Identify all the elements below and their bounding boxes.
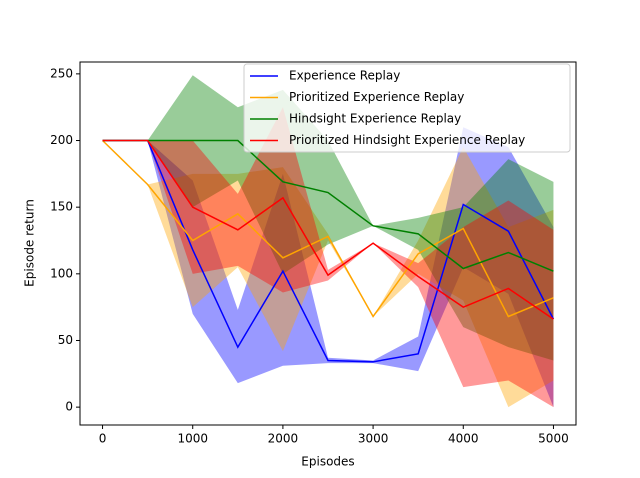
y-tick-label: 100 — [50, 266, 73, 280]
x-tick-label: 1000 — [177, 432, 208, 446]
legend-label: Hindsight Experience Replay — [289, 112, 461, 126]
band — [102, 107, 554, 408]
x-axis-label: Episodes — [301, 455, 354, 469]
line — [102, 139, 554, 272]
legend-label: Prioritized Experience Replay — [289, 90, 464, 104]
x-tick-label: 0 — [99, 432, 107, 446]
x-tick-label: 3000 — [358, 432, 389, 446]
line — [102, 139, 554, 318]
y-tick-label: 0 — [65, 400, 73, 414]
legend-label: Prioritized Hindsight Experience Replay — [289, 133, 525, 147]
band — [102, 127, 554, 408]
legend-box — [243, 63, 571, 153]
x-tick-label: 5000 — [538, 432, 569, 446]
y-tick-label: 50 — [58, 333, 73, 347]
plot-area — [102, 75, 555, 408]
legend-label: Experience Replay — [289, 69, 400, 83]
band — [102, 140, 554, 408]
line — [102, 139, 555, 363]
x-tick-label: 4000 — [448, 432, 479, 446]
axes-frame — [79, 61, 577, 426]
line — [102, 139, 554, 320]
y-axis-label: Episode return — [23, 199, 37, 287]
band — [102, 75, 554, 361]
x-tick-label: 2000 — [268, 432, 299, 446]
y-tick-label: 200 — [50, 133, 73, 147]
y-tick-label: 150 — [50, 200, 73, 214]
y-tick-label: 250 — [50, 66, 73, 80]
